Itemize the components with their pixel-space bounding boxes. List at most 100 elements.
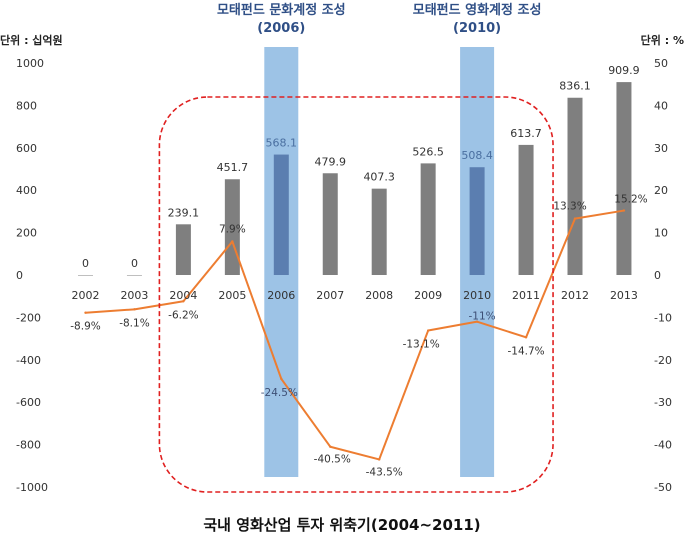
bar: [126, 275, 142, 276]
bar: [273, 154, 289, 275]
line-point: [426, 329, 430, 332]
x-axis-tick: 2005: [218, 289, 246, 302]
line-value-label: 13.3%: [553, 201, 586, 213]
chart-title: 국내 영화산업 투자 위축기(2004~2011): [203, 516, 480, 534]
bar-value-label: 568.1: [266, 137, 298, 150]
bar: [371, 188, 387, 275]
left-axis-tick: 800: [16, 99, 37, 112]
line-value-label: -43.5%: [366, 466, 403, 478]
period-outline: [158, 96, 554, 493]
line-segment: [574, 209, 625, 220]
bar: [175, 224, 191, 275]
x-axis-tick: 2004: [169, 289, 197, 302]
bar-value-label: 909.9: [608, 64, 640, 77]
x-axis-tick: 2002: [72, 289, 100, 302]
x-axis-tick: 2011: [512, 289, 540, 302]
line-point: [133, 308, 136, 311]
axes: 10008006004002000-200-400-600-800-100050…: [16, 57, 672, 494]
right-axis-tick: 20: [654, 184, 668, 197]
highlight-title: 모태펀드 영화계정 조성: [413, 2, 542, 18]
left-axis-tick: 1000: [16, 57, 44, 70]
line-point: [475, 320, 479, 323]
line-point: [573, 217, 577, 220]
bar-value-label: 613.7: [510, 127, 542, 140]
bar-value-label: 0: [82, 257, 89, 270]
left-axis-unit-label: 단위 : 십억원: [0, 33, 63, 47]
left-axis-tick: 600: [16, 142, 37, 155]
bar-value-label: 239.1: [168, 206, 200, 219]
line-value-label: 15.2%: [614, 194, 647, 206]
line-segment: [85, 308, 135, 314]
x-axis-tick: 2009: [414, 289, 442, 302]
line-point: [84, 311, 87, 314]
line-segment: [476, 320, 527, 339]
left-axis-tick: 0: [16, 269, 23, 282]
highlight-title: 모태펀드 문화계정 조성: [217, 2, 346, 18]
bar-value-label: 526.5: [412, 145, 444, 158]
bar: [616, 82, 632, 275]
x-axis-tick: 2012: [561, 289, 589, 302]
right-axis-tick: -30: [654, 396, 672, 409]
line-point: [231, 240, 234, 243]
x-axis-tick: 2008: [365, 289, 393, 302]
line-segment: [525, 218, 576, 338]
line-point: [280, 377, 283, 381]
right-axis-tick: 10: [654, 227, 668, 240]
bar: [567, 97, 583, 276]
line-point: [329, 445, 332, 448]
line-value-label: -24.5%: [261, 387, 298, 399]
bar: [469, 167, 485, 275]
highlight-year: (2006): [257, 21, 305, 36]
bars: [78, 82, 632, 276]
line-value-label: -8.9%: [70, 321, 100, 333]
x-axis-tick: 2010: [463, 289, 491, 302]
period-box: [158, 96, 554, 493]
line-segment: [280, 378, 332, 448]
bar-value-label: 407.3: [363, 171, 395, 184]
bar-value-label: 479.9: [315, 155, 347, 168]
line-segment: [329, 445, 380, 461]
right-axis-tick: 40: [654, 99, 668, 112]
bar-value-label: 836.1: [559, 80, 591, 93]
right-axis-tick: -20: [654, 354, 672, 367]
line-value-label: 7.9%: [219, 224, 246, 236]
line-segment: [231, 241, 283, 380]
line-segment: [182, 240, 234, 302]
highlight-year: (2010): [453, 21, 501, 36]
right-axis-unit-label: 단위 : %: [641, 33, 684, 47]
bar-value-label: 508.4: [461, 149, 493, 162]
x-axis-tick: 2007: [316, 289, 344, 302]
line-value-label: -11%: [469, 311, 496, 323]
line-point: [182, 300, 185, 303]
left-axis-tick: -800: [16, 439, 41, 452]
left-axis-tick: -200: [16, 311, 41, 324]
right-axis-tick: 50: [654, 57, 668, 70]
line-point: [524, 336, 528, 339]
bar: [420, 163, 436, 275]
right-axis-tick: 30: [654, 142, 668, 155]
x-axis-tick: 2003: [120, 289, 148, 302]
growth-line: [84, 209, 626, 461]
bar: [322, 173, 338, 275]
bar: [78, 275, 93, 276]
right-axis-tick: -10: [654, 311, 672, 324]
line-value-label: -14.7%: [507, 345, 544, 357]
line-value-label: -40.5%: [314, 454, 351, 466]
line-value-label: -13.1%: [403, 339, 440, 351]
line-value-label: -6.2%: [168, 309, 198, 321]
right-axis-tick: -40: [654, 439, 672, 452]
right-axis-tick: -50: [654, 481, 672, 494]
line-segment: [427, 320, 478, 332]
left-axis-tick: -1000: [16, 481, 48, 494]
bar-value-label: 451.7: [217, 161, 249, 174]
line-value-label: -8.1%: [119, 317, 149, 329]
bar-value-label: 0: [131, 257, 138, 270]
right-axis-tick: 0: [654, 269, 661, 282]
line-point: [622, 209, 626, 212]
highlight-bands: 모태펀드 문화계정 조성 (2006) 모태펀드 영화계정 조성 (2010): [217, 2, 541, 477]
left-axis-tick: 400: [16, 184, 37, 197]
x-axis-tick: 2013: [610, 289, 638, 302]
bar: [518, 144, 534, 275]
